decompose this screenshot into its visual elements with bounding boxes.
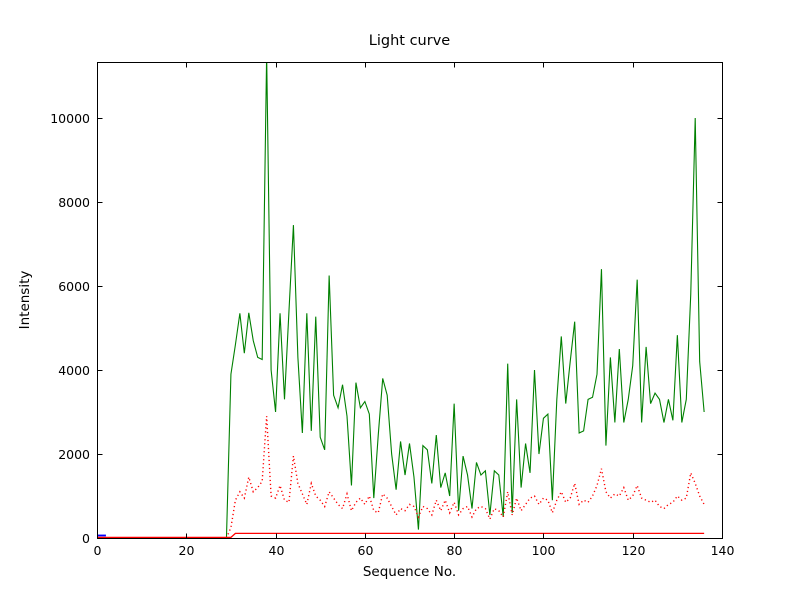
x-tick-label: 100 xyxy=(531,543,556,558)
axes-frame xyxy=(97,62,723,539)
y-tick-label: 10000 xyxy=(50,110,90,126)
x-tick-label: 120 xyxy=(621,543,646,558)
series-red-dotted-line xyxy=(225,416,705,538)
x-tick-label: 0 xyxy=(93,543,102,558)
y-tick-label: 6000 xyxy=(58,278,90,294)
y-tick-label: 2000 xyxy=(58,446,90,462)
y-tick-label: 8000 xyxy=(58,194,90,210)
x-tick-label: 20 xyxy=(178,543,195,558)
series-red-flat-line xyxy=(97,532,705,538)
chart-title: Light curve xyxy=(368,33,451,49)
x-tick-label: 80 xyxy=(446,543,463,558)
y-tick-label: 0 xyxy=(82,530,90,546)
x-tick-label: 60 xyxy=(357,543,374,558)
y-tick-label: 4000 xyxy=(58,362,90,378)
x-tick-label: 140 xyxy=(710,543,735,558)
x-tick-label: 40 xyxy=(268,543,285,558)
x-axis-label: Sequence No. xyxy=(362,564,457,580)
series-green-line xyxy=(225,62,705,538)
